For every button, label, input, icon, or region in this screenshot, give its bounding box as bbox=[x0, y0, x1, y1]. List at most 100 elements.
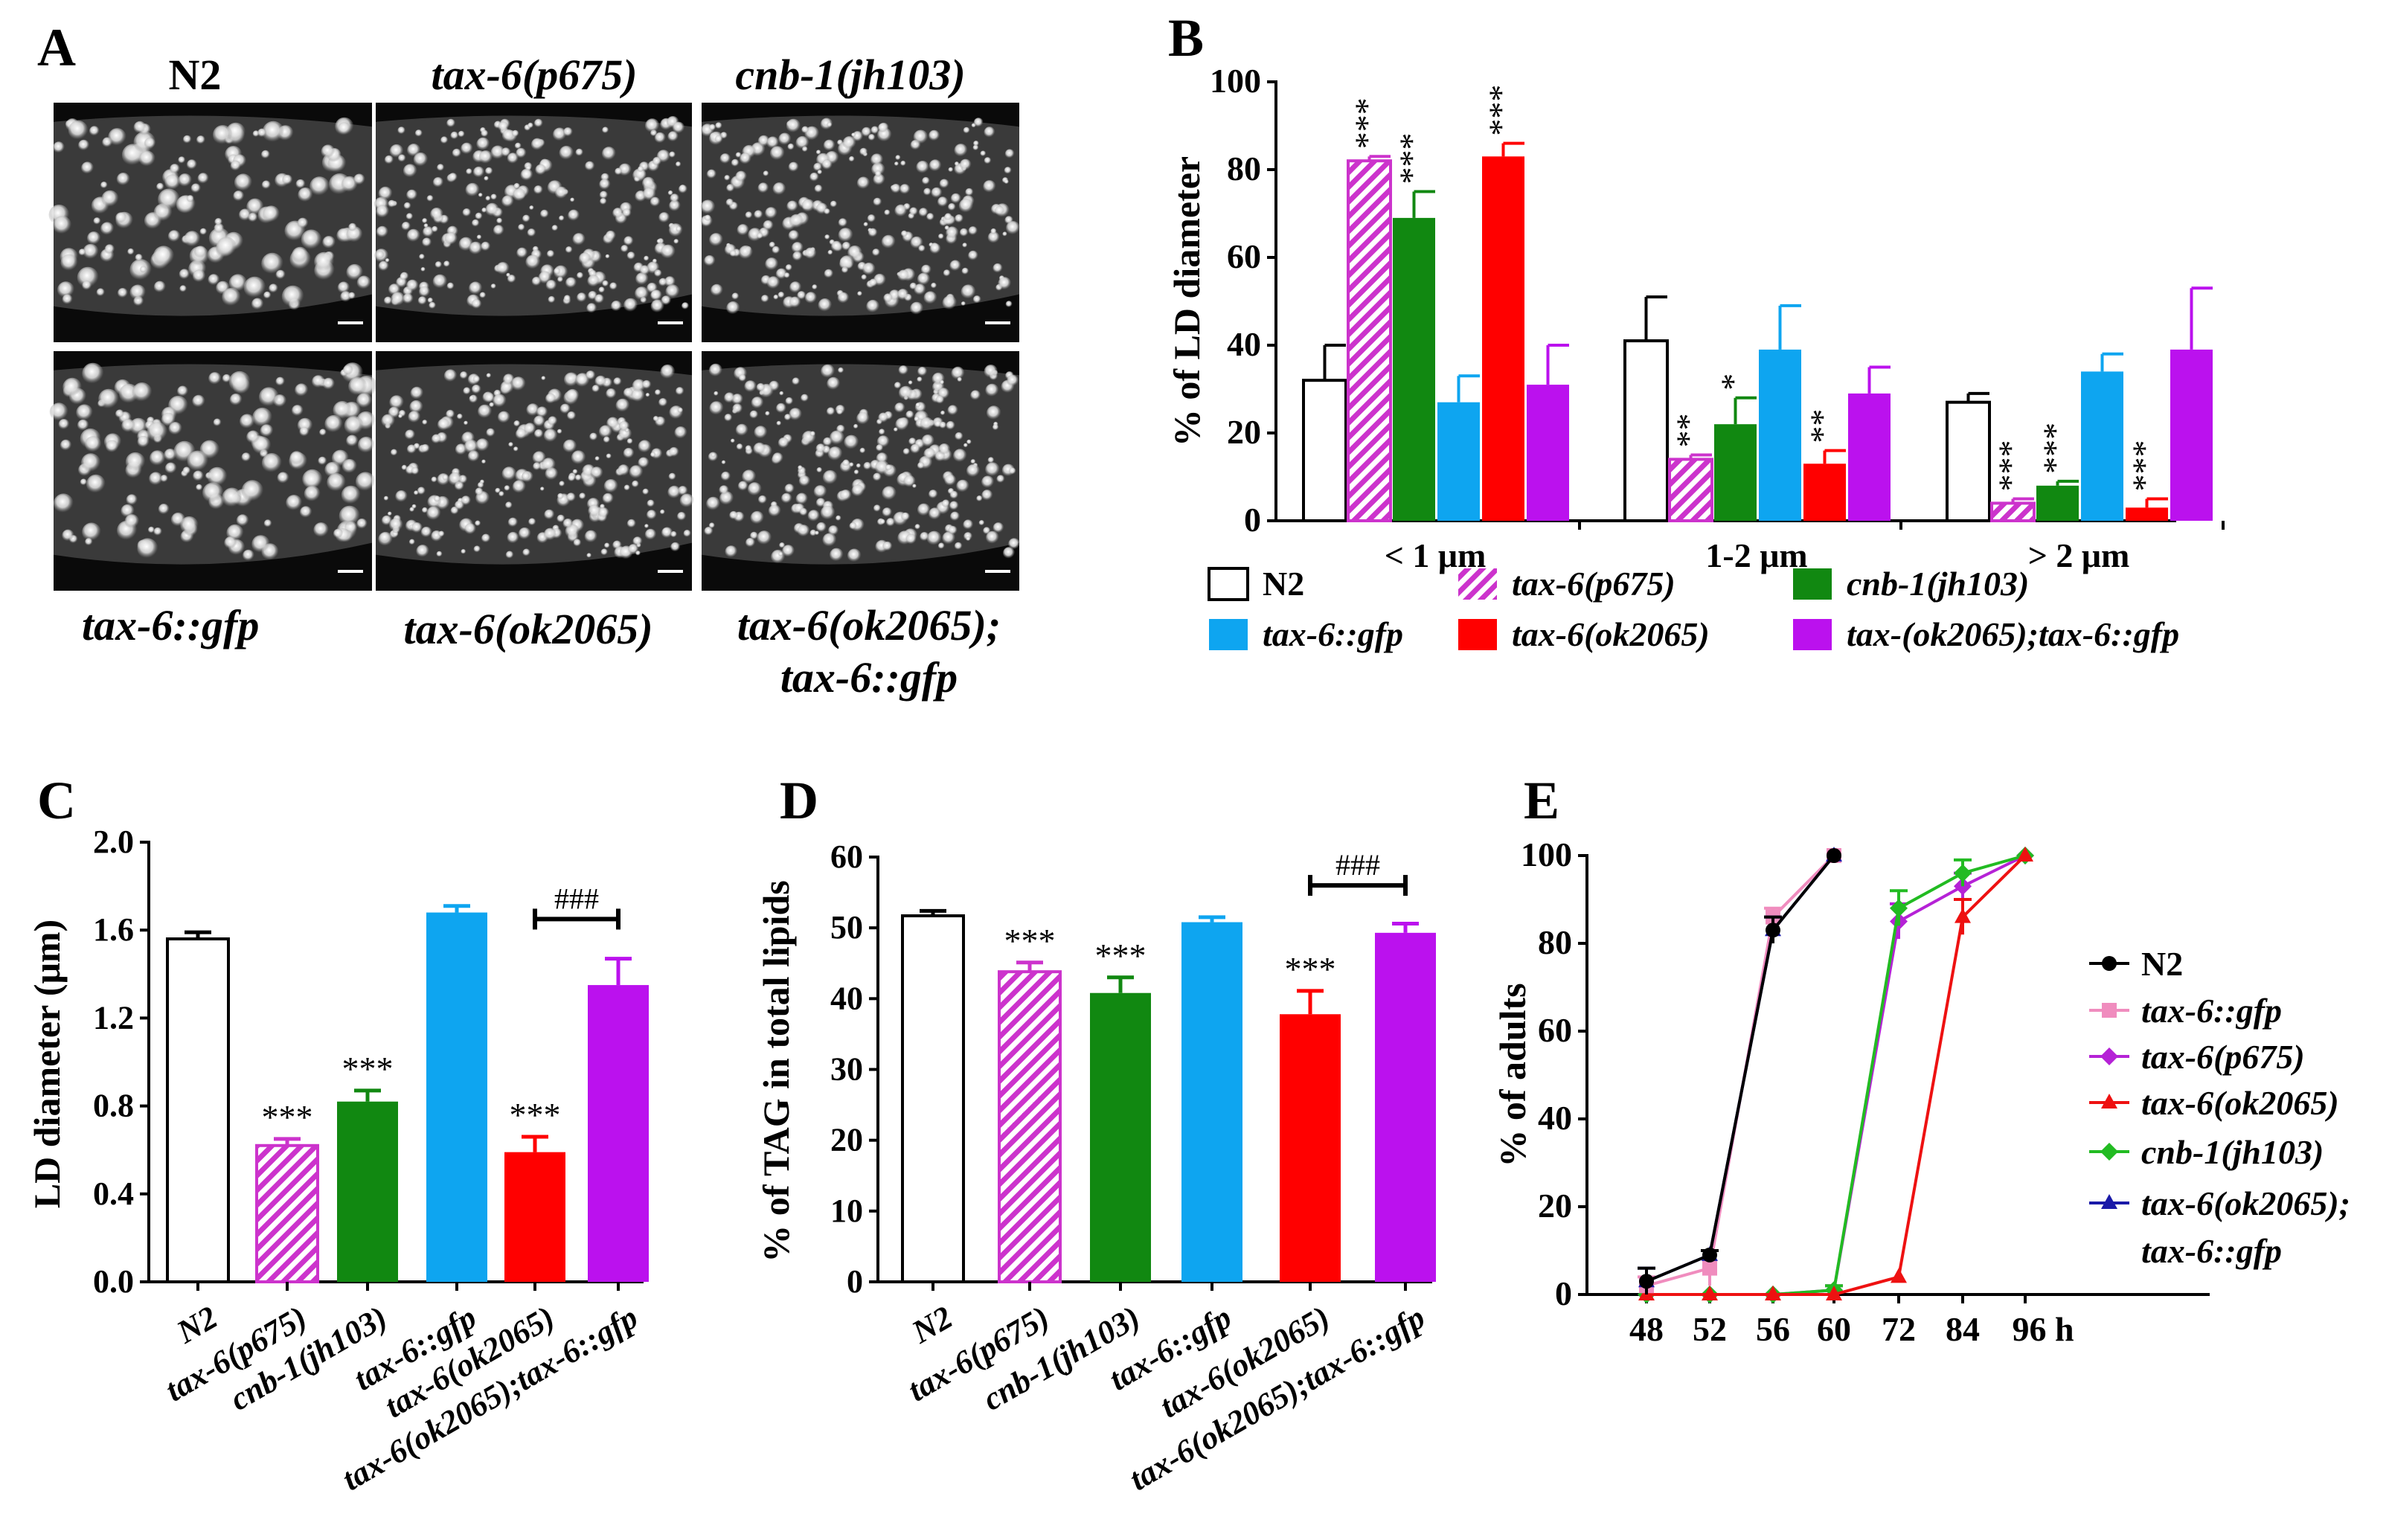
lipid-droplet bbox=[724, 175, 731, 182]
lipid-droplet bbox=[1004, 179, 1010, 185]
lipid-droplet bbox=[507, 153, 519, 164]
lipid-droplet bbox=[529, 205, 534, 211]
lipid-droplet bbox=[421, 507, 429, 514]
lipid-droplet bbox=[753, 442, 766, 456]
lipid-droplet bbox=[873, 197, 882, 207]
lipid-droplet bbox=[757, 530, 772, 545]
lipid-droplet bbox=[813, 485, 827, 498]
legend-label: tax-(ok2065);tax-6::gfp bbox=[1847, 615, 2179, 653]
lipid-droplet bbox=[650, 299, 665, 313]
lipid-droplet bbox=[981, 475, 995, 489]
lipid-droplet bbox=[772, 452, 783, 464]
legend-label: N2 bbox=[1263, 565, 1304, 603]
lipid-droplet bbox=[670, 193, 680, 204]
lipid-droplet bbox=[457, 414, 464, 420]
lipid-droplet bbox=[847, 548, 862, 563]
lipid-droplet bbox=[431, 434, 442, 444]
lipid-droplet bbox=[923, 187, 931, 196]
lipid-droplet bbox=[885, 464, 892, 472]
lipid-droplet bbox=[82, 522, 101, 542]
lipid-droplet bbox=[321, 144, 336, 159]
x-tick-label: 72 bbox=[1882, 1310, 1916, 1348]
lipid-droplet bbox=[600, 198, 607, 205]
lipid-droplet bbox=[968, 250, 978, 261]
lipid-droplet bbox=[458, 130, 465, 138]
lipid-droplet bbox=[501, 129, 516, 142]
lipid-droplet bbox=[478, 150, 493, 164]
lipid-droplet bbox=[632, 480, 639, 488]
lipid-droplet bbox=[961, 301, 966, 307]
lipid-droplet bbox=[905, 533, 917, 545]
legend-label: tax-6::gfp bbox=[2141, 1232, 2282, 1270]
lipid-droplet bbox=[471, 384, 481, 394]
legend-swatch bbox=[1793, 619, 1832, 650]
lipid-droplet bbox=[704, 255, 716, 267]
bar bbox=[1759, 349, 1801, 521]
lipid-droplet bbox=[709, 123, 716, 131]
lipid-droplet bbox=[243, 276, 266, 299]
lipid-droplet bbox=[486, 428, 496, 437]
lipid-droplet bbox=[444, 232, 458, 246]
lipid-droplet bbox=[984, 157, 992, 164]
bar bbox=[1714, 424, 1757, 521]
lipid-droplet bbox=[871, 162, 885, 177]
lipid-droplet bbox=[493, 225, 504, 237]
lipid-droplet bbox=[104, 244, 115, 255]
lipid-droplet bbox=[144, 138, 156, 150]
lipid-droplet bbox=[391, 292, 405, 307]
lipid-droplet bbox=[574, 474, 582, 481]
lipid-droplet bbox=[384, 155, 394, 165]
lipid-droplet bbox=[729, 250, 737, 257]
lipid-droplet bbox=[251, 298, 264, 310]
lipid-droplet bbox=[121, 419, 136, 433]
x-tick-label: 56 bbox=[1756, 1310, 1790, 1348]
lipid-droplet bbox=[381, 414, 396, 429]
significance-label: ** bbox=[1803, 409, 1841, 443]
lipid-droplet bbox=[587, 275, 600, 288]
lipid-droplet bbox=[937, 196, 949, 208]
bar bbox=[1668, 458, 1713, 523]
series-line bbox=[1638, 848, 1841, 1294]
lipid-droplet bbox=[937, 234, 944, 240]
lipid-droplet bbox=[732, 403, 743, 414]
y-axis-title: % of adults bbox=[1492, 983, 1533, 1167]
lipid-droplet bbox=[420, 267, 426, 272]
lipid-droplet bbox=[60, 439, 72, 452]
lipid-droplet bbox=[824, 208, 831, 215]
lipid-droplet bbox=[826, 407, 836, 416]
lipid-droplet bbox=[782, 545, 795, 558]
lipid-droplet bbox=[606, 388, 617, 400]
lipid-droplet bbox=[150, 450, 166, 466]
lipid-droplet bbox=[993, 263, 1003, 274]
lipid-droplet bbox=[572, 469, 578, 475]
lipid-droplet bbox=[783, 272, 790, 279]
lipid-droplet bbox=[518, 527, 531, 540]
lipid-droplet bbox=[983, 180, 996, 193]
lipid-droplet bbox=[742, 469, 757, 484]
lipid-droplet bbox=[661, 244, 676, 260]
bar-chart-tag-content: 0 10 20 30 40 50 60 % of TAG in total lipids N2 *… bbox=[755, 838, 1436, 1498]
lipid-droplet bbox=[314, 251, 335, 272]
lipid-droplet bbox=[403, 164, 417, 179]
scale-bar bbox=[658, 570, 683, 573]
lipid-droplet bbox=[602, 493, 614, 504]
lipid-droplet bbox=[658, 398, 668, 408]
lipid-droplet bbox=[431, 476, 437, 483]
lipid-droplet bbox=[485, 202, 499, 217]
lipid-droplet bbox=[995, 205, 1005, 216]
lipid-droplet bbox=[644, 255, 650, 262]
lipid-droplet bbox=[604, 542, 610, 549]
lipid-droplet bbox=[543, 429, 558, 443]
x-tick-label: 60 bbox=[1817, 1310, 1851, 1348]
lipid-droplet bbox=[612, 208, 624, 219]
lipid-droplet bbox=[929, 490, 938, 499]
lipid-droplet bbox=[85, 436, 102, 453]
lipid-droplet bbox=[357, 436, 375, 454]
lipid-droplet bbox=[740, 153, 751, 165]
bar bbox=[1090, 992, 1151, 1282]
lipid-droplet bbox=[882, 541, 893, 552]
lipid-droplet bbox=[530, 138, 544, 151]
lipid-droplet bbox=[645, 393, 650, 397]
bar bbox=[1482, 156, 1524, 522]
significance-label: *** bbox=[1285, 950, 1336, 988]
